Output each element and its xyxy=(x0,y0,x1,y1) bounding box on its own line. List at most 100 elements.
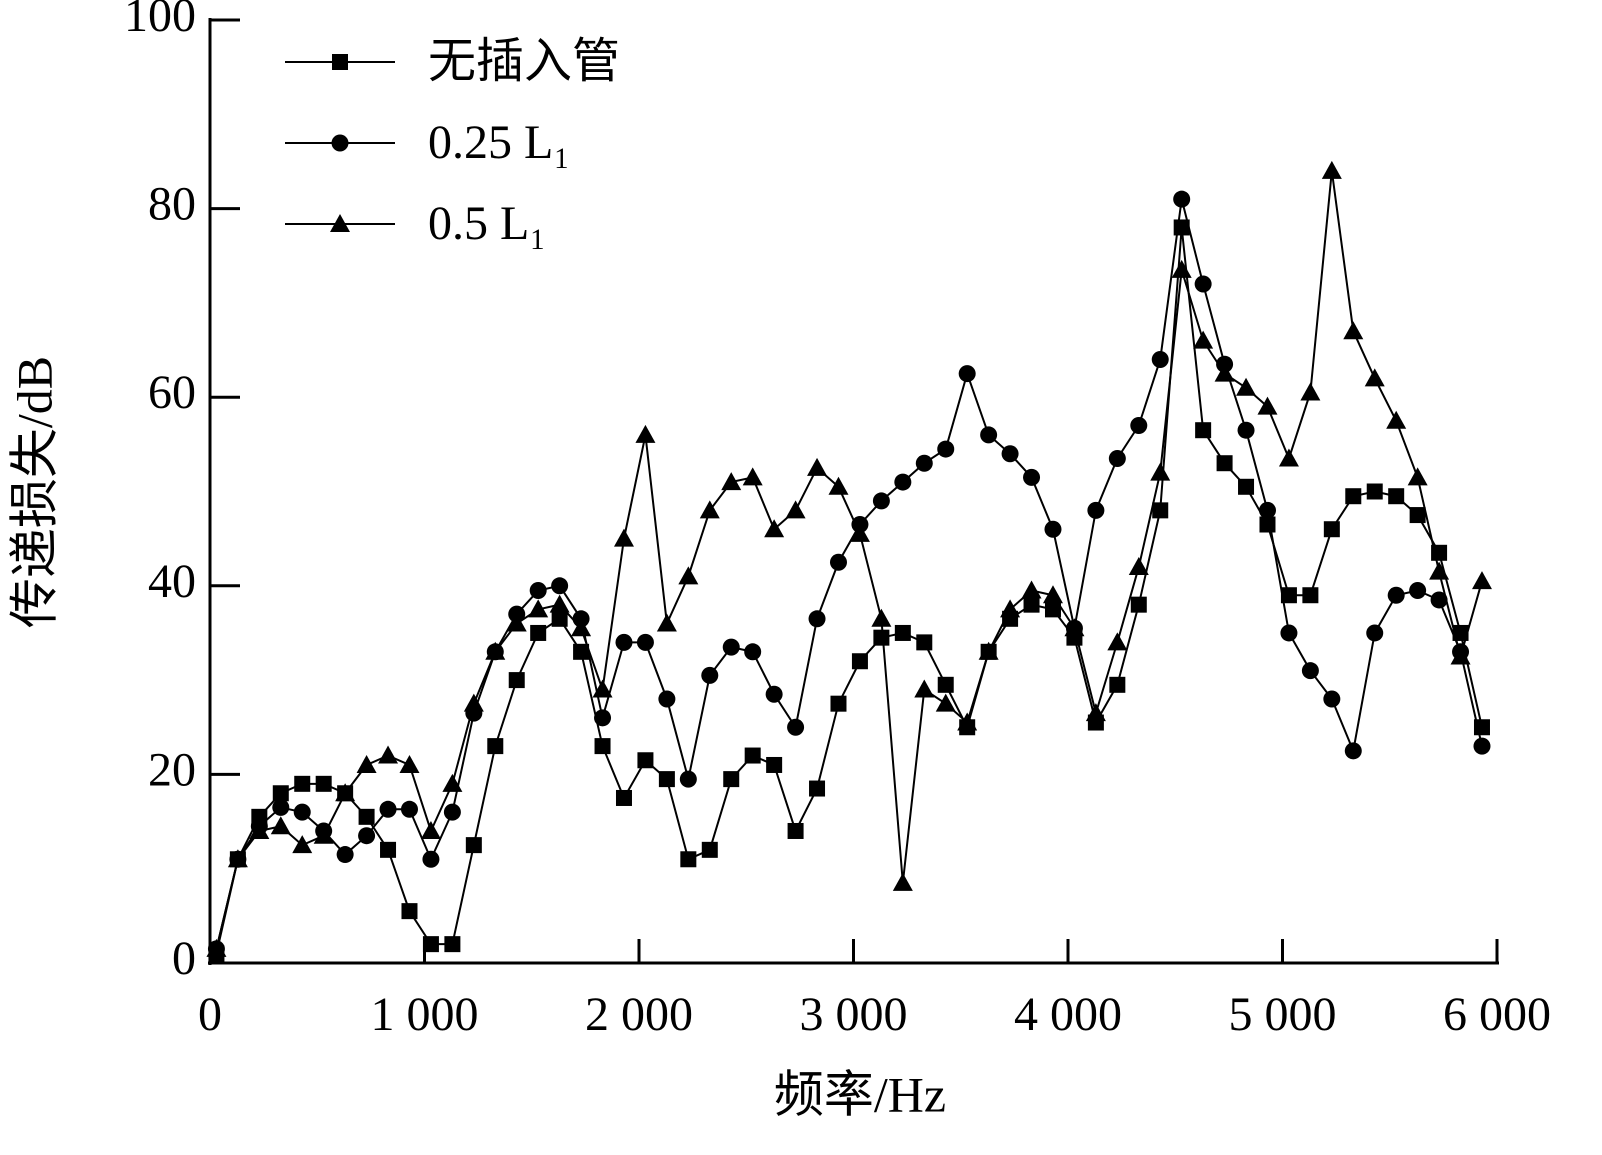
marker xyxy=(1386,410,1407,429)
marker xyxy=(1302,587,1319,604)
marker xyxy=(766,756,783,773)
marker xyxy=(1236,377,1257,396)
marker xyxy=(443,803,461,821)
marker xyxy=(1366,483,1383,500)
marker xyxy=(809,780,826,797)
marker xyxy=(1151,350,1169,368)
legend-label: 0.25 L₁ xyxy=(428,116,570,169)
y-tick-label: 100 xyxy=(124,0,196,42)
marker xyxy=(1280,587,1297,604)
marker xyxy=(272,798,290,816)
marker xyxy=(894,624,911,641)
marker xyxy=(249,820,270,839)
marker xyxy=(871,608,892,627)
marker xyxy=(829,553,847,571)
marker xyxy=(1193,330,1214,349)
marker xyxy=(592,679,613,698)
marker xyxy=(873,629,890,646)
marker xyxy=(637,752,654,769)
marker xyxy=(487,738,504,755)
marker xyxy=(1109,676,1126,693)
marker xyxy=(331,134,349,152)
marker xyxy=(894,473,912,491)
marker xyxy=(658,690,676,708)
marker xyxy=(978,641,999,660)
marker xyxy=(1344,742,1362,760)
marker xyxy=(571,618,592,637)
marker xyxy=(636,633,654,651)
marker xyxy=(1388,488,1405,505)
marker xyxy=(1323,521,1340,538)
marker xyxy=(1430,591,1448,609)
marker xyxy=(937,440,955,458)
marker xyxy=(849,523,870,542)
marker xyxy=(958,365,976,383)
marker xyxy=(699,500,720,519)
marker xyxy=(1366,624,1384,642)
marker xyxy=(808,610,826,628)
marker xyxy=(1023,468,1041,486)
marker xyxy=(380,841,397,858)
marker xyxy=(872,492,890,510)
marker xyxy=(1238,478,1255,495)
marker xyxy=(914,679,935,698)
marker xyxy=(401,903,418,920)
y-tick-label: 60 xyxy=(148,366,196,419)
marker xyxy=(1409,582,1427,600)
marker xyxy=(529,582,547,600)
marker xyxy=(485,641,506,660)
marker xyxy=(379,800,397,818)
marker xyxy=(399,754,420,773)
marker xyxy=(1300,382,1321,401)
marker xyxy=(1257,396,1278,415)
marker xyxy=(721,472,742,491)
marker xyxy=(1473,737,1491,755)
marker xyxy=(1278,448,1299,467)
x-tick-label: 5 000 xyxy=(1229,988,1337,1041)
marker xyxy=(1108,449,1126,467)
marker xyxy=(765,685,783,703)
marker xyxy=(787,718,805,736)
x-tick-label: 1 000 xyxy=(371,988,479,1041)
legend-label: 无插入管 xyxy=(428,35,620,88)
marker xyxy=(1195,422,1212,439)
marker xyxy=(573,643,590,660)
marker xyxy=(551,610,568,627)
marker xyxy=(892,872,913,891)
x-axis-label: 频率/Hz xyxy=(774,1066,946,1122)
marker xyxy=(1258,501,1276,519)
marker xyxy=(206,938,227,957)
marker xyxy=(1407,467,1428,486)
marker xyxy=(356,754,377,773)
marker xyxy=(764,519,785,538)
marker xyxy=(1409,507,1426,524)
marker xyxy=(1194,275,1212,293)
marker xyxy=(358,808,375,825)
x-tick-label: 4 000 xyxy=(1014,988,1122,1041)
y-tick-label: 40 xyxy=(148,555,196,608)
marker xyxy=(830,695,847,712)
marker xyxy=(1042,585,1063,604)
x-tick-label: 2 000 xyxy=(585,988,693,1041)
y-tick-label: 20 xyxy=(148,743,196,796)
series-line xyxy=(215,170,1483,950)
marker xyxy=(744,747,761,764)
marker xyxy=(1259,516,1276,533)
marker xyxy=(744,643,762,661)
marker xyxy=(1023,596,1040,613)
marker xyxy=(530,624,547,641)
marker xyxy=(680,851,697,868)
marker xyxy=(1130,416,1148,434)
marker xyxy=(787,822,804,839)
marker xyxy=(292,835,313,854)
marker xyxy=(635,424,656,443)
marker xyxy=(463,693,484,712)
marker xyxy=(594,709,612,727)
marker xyxy=(227,849,248,868)
marker xyxy=(400,800,418,818)
marker xyxy=(1064,618,1085,637)
marker xyxy=(358,827,376,845)
marker xyxy=(1450,646,1471,665)
marker xyxy=(330,214,350,232)
marker xyxy=(332,54,348,70)
